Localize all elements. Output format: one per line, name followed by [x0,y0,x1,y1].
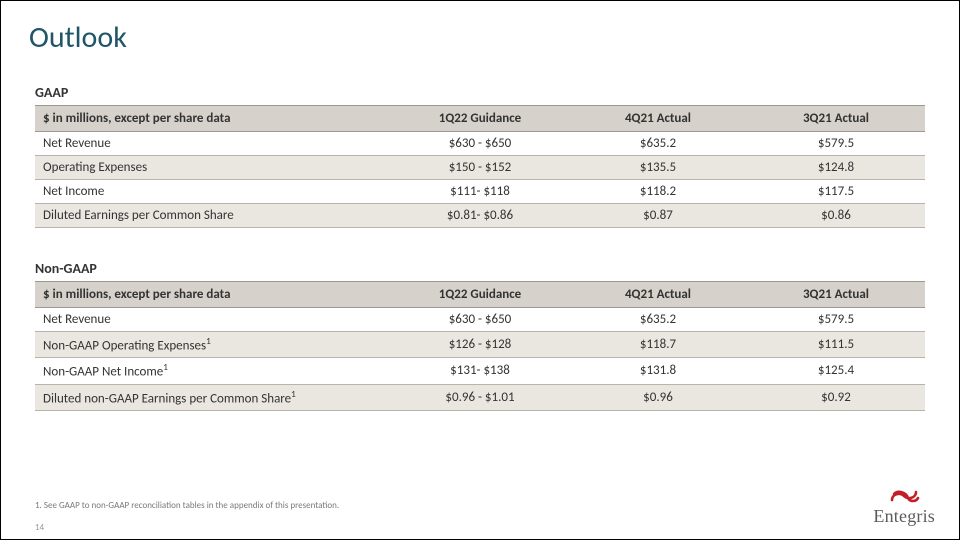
col-header-4q21: 4Q21 Actual [569,282,747,308]
cell-value: $111- $118 [391,180,569,204]
cell-metric: Net Revenue [35,132,391,156]
col-header-metric: $ in millions, except per share data [35,106,391,132]
cell-value: $117.5 [747,180,925,204]
table-row: Net Revenue $630 - $650 $635.2 $579.5 [35,308,925,332]
col-header-4q21: 4Q21 Actual [569,106,747,132]
cell-value: $635.2 [569,132,747,156]
table-row: Diluted Earnings per Common Share $0.81-… [35,204,925,228]
cell-metric: Net Revenue [35,308,391,332]
cell-value: $0.96 - $1.01 [391,384,569,410]
page-title: Outlook [29,19,925,56]
cell-value: $124.8 [747,156,925,180]
table-row: Non-GAAP Operating Expenses1 $126 - $128… [35,332,925,358]
cell-metric: Non-GAAP Operating Expenses1 [35,332,391,358]
logo-icon [886,486,922,506]
cell-value: $131- $138 [391,358,569,384]
footnote: 1. See GAAP to non-GAAP reconciliation t… [35,500,339,511]
table-header-row: $ in millions, except per share data 1Q2… [35,106,925,132]
cell-value: $131.8 [569,358,747,384]
section-gaap: GAAP $ in millions, except per share dat… [35,84,925,228]
table-row: Net Revenue $630 - $650 $635.2 $579.5 [35,132,925,156]
cell-value: $111.5 [747,332,925,358]
logo-text: Entegris [873,507,935,525]
cell-value: $0.81- $0.86 [391,204,569,228]
cell-value: $0.92 [747,384,925,410]
cell-value: $118.7 [569,332,747,358]
company-logo: Entegris [873,486,935,525]
cell-value: $579.5 [747,308,925,332]
cell-value: $118.2 [569,180,747,204]
page-number: 14 [35,522,44,533]
section-nongaap: Non-GAAP $ in millions, except per share… [35,260,925,411]
table-row: Non-GAAP Net Income1 $131- $138 $131.8 $… [35,358,925,384]
cell-value: $630 - $650 [391,308,569,332]
cell-value: $0.96 [569,384,747,410]
cell-value: $135.5 [569,156,747,180]
table-row: Net Income $111- $118 $118.2 $117.5 [35,180,925,204]
col-header-1q22: 1Q22 Guidance [391,282,569,308]
cell-metric: Diluted Earnings per Common Share [35,204,391,228]
cell-metric: Operating Expenses [35,156,391,180]
table-gaap: $ in millions, except per share data 1Q2… [35,105,925,228]
cell-value: $150 - $152 [391,156,569,180]
cell-value: $125.4 [747,358,925,384]
cell-value: $126 - $128 [391,332,569,358]
table-header-row: $ in millions, except per share data 1Q2… [35,282,925,308]
cell-metric: Non-GAAP Net Income1 [35,358,391,384]
cell-metric: Net Income [35,180,391,204]
cell-value: $635.2 [569,308,747,332]
col-header-1q22: 1Q22 Guidance [391,106,569,132]
table-row: Diluted non-GAAP Earnings per Common Sha… [35,384,925,410]
cell-metric: Diluted non-GAAP Earnings per Common Sha… [35,384,391,410]
table-row: Operating Expenses $150 - $152 $135.5 $1… [35,156,925,180]
cell-value: $0.86 [747,204,925,228]
col-header-3q21: 3Q21 Actual [747,282,925,308]
section-label-nongaap: Non-GAAP [35,260,925,277]
col-header-metric: $ in millions, except per share data [35,282,391,308]
cell-value: $630 - $650 [391,132,569,156]
section-label-gaap: GAAP [35,84,925,101]
table-nongaap: $ in millions, except per share data 1Q2… [35,281,925,411]
cell-value: $579.5 [747,132,925,156]
cell-value: $0.87 [569,204,747,228]
col-header-3q21: 3Q21 Actual [747,106,925,132]
